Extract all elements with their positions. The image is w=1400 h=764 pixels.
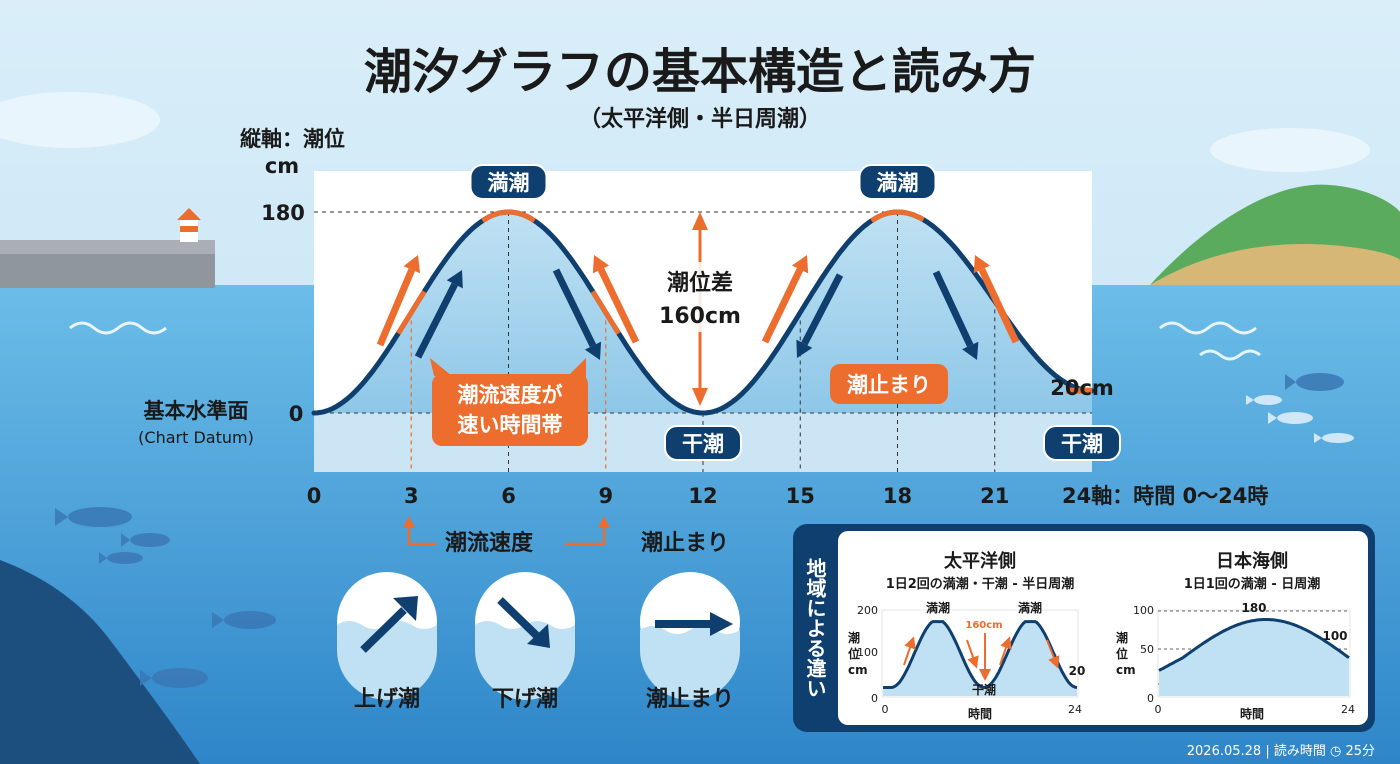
fast-current-text: 潮流速度が [458,383,563,407]
x-tick-label: 21 [980,484,1009,508]
slack-callout [830,364,948,404]
slack-tide-label: 潮止まり [646,687,734,712]
rising-arrow-orange [761,255,809,344]
y-tick-label: 0 [289,402,304,426]
current-speed-legend: 潮流速度 潮止まり [403,516,729,556]
regional-difference-panel: 地域による違い 太平洋側 1日2回の満潮・干潮 - 半日周潮 200 100 0… [793,524,1375,732]
inset-left-subtitle: 1日2回の満潮・干潮 - 半日周潮 [886,576,1075,592]
svg-text:満潮: 満潮 [488,171,530,195]
x-axis-label: 24軸：時間 0〜24時 [1062,484,1268,508]
page-subtitle: （太平洋側・半日周潮） [579,106,821,132]
footer-meta: 2026.05.28 | 読み時間 ◷ 25分 [1187,743,1375,759]
inset-right-title: 日本海側 [1216,550,1288,572]
rising-tide-icon [337,572,437,700]
inset-right-ytick: 0 [1147,692,1154,705]
inset-right-ytick: 50 [1140,643,1154,656]
inset-left-high: 満潮 [926,600,950,615]
cloud [1210,128,1370,172]
fish-decoration [1246,395,1354,443]
fast-current-callout [430,358,588,446]
falling-arrow-navy [796,273,844,358]
falling-tide-label: 下げ潮 [492,687,558,712]
fast-current-text: 速い時間帯 [458,413,563,437]
x-tick-label: 6 [501,484,516,508]
y-axis-label: 縦軸：潮位 [240,127,345,151]
inset-left-ytick: 0 [871,692,878,705]
tide-range-arrow [655,212,745,406]
rock-illustration [0,560,200,764]
inset-right-yaxis: 潮位 cm [1116,630,1136,677]
x-tick-label: 3 [404,484,419,508]
wave-decoration [69,321,1261,361]
inset-left-range: 160cm [965,620,1002,631]
inset-left-title: 太平洋側 [944,550,1016,572]
datum-label: 基本水準面 [144,399,249,423]
falling-arrow-orange [592,255,640,344]
inset-left-low: 干潮 [972,682,996,697]
inset-left-xtick: 0 [882,703,889,716]
slack-tide-icon [640,572,740,700]
inset-left-ytick: 100 [857,646,878,659]
x-tick-label: 12 [688,484,717,508]
x-tick-label: 15 [786,484,815,508]
y-axis-unit: cm [265,154,299,178]
tide-curve [311,209,1095,416]
fast-current-highlight [590,290,621,335]
page-title: 潮汐グラフの基本構造と読み方 [364,44,1036,100]
slack-text: 潮止まり [847,373,931,397]
x-tick-label: 0 [307,484,322,508]
high-tide-badge: 満潮 [469,164,548,200]
svg-text:満潮: 満潮 [877,171,919,195]
inset-left-yaxis: 潮位 cm [848,630,868,677]
tide-range-value: 160cm [659,304,741,329]
hill-illustration [1150,184,1400,285]
inset-right-xlabel: 時間 [1240,706,1264,721]
fast-current-highlight [396,290,427,335]
inset-right-xtick: 24 [1341,703,1355,716]
falling-arrow-navy [552,268,602,360]
datum-label-en: (Chart Datum) [138,428,254,447]
falling-arrow-navy [932,270,979,360]
fish-decoration [55,373,1344,688]
tide-range-label: 潮位差 [667,270,733,296]
rising-tide-label: 上げ潮 [354,687,420,712]
high-tide-badge: 満潮 [858,164,937,200]
inset-right-subtitle: 1日1回の満潮 - 日周潮 [1184,576,1321,592]
rising-arrow-orange [376,255,421,347]
pier-illustration [0,208,215,288]
rising-arrow-orange [973,255,1020,344]
inset-right-xtick: 0 [1155,703,1162,716]
y-tick-label: 180 [261,201,305,225]
end-level-label: 20cm [1050,376,1114,400]
legend-slack: 潮止まり [641,531,729,556]
inset-left-xlabel: 時間 [968,706,992,721]
cloud [0,92,160,148]
x-tick-label: 18 [883,484,912,508]
svg-text:干潮: 干潮 [1061,432,1103,456]
legend-current-speed: 潮流速度 [445,530,534,556]
inset-left-xtick: 24 [1068,703,1082,716]
high-tide-highlight [481,209,536,223]
low-tide-badge: 干潮 [664,425,742,461]
inset-left-ytick: 200 [857,604,878,617]
rising-arrow-navy [414,270,463,359]
low-tide-badge: 干潮 [1043,425,1121,461]
inset-side-title: 地域による違い [803,558,827,698]
inset-left-end: 20 [1069,664,1086,678]
inset-left-arrows [903,633,1060,681]
svg-text:干潮: 干潮 [682,432,724,456]
falling-tide-icon [475,572,575,700]
inset-right-end: 100 [1322,629,1347,643]
inset-left-high: 満潮 [1018,600,1042,615]
inset-right-peak: 180 [1241,601,1266,615]
inset-right-ytick: 100 [1133,604,1154,617]
high-tide-highlight [870,209,925,223]
x-tick-label: 9 [598,484,613,508]
